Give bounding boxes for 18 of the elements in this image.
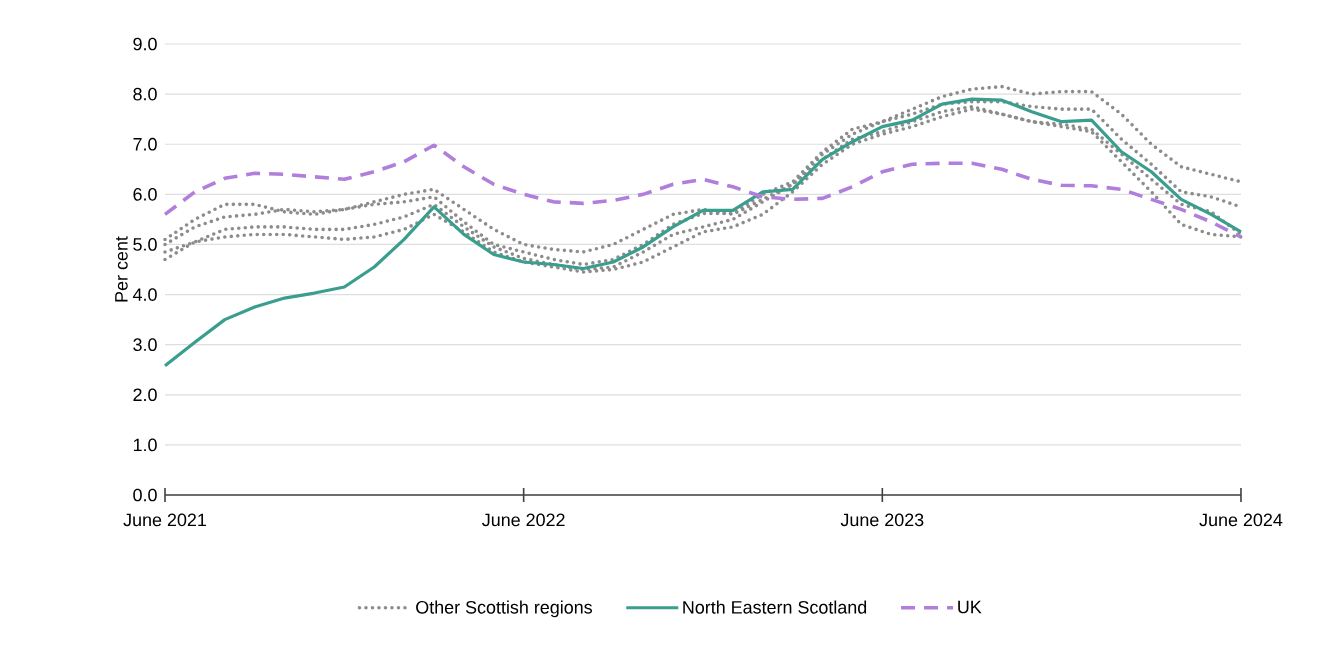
legend-label: UK: [958, 600, 982, 614]
y-tick-label: 7.0: [133, 137, 157, 151]
y-tick-label: 5.0: [133, 238, 157, 251]
x-tick-label: June 2022: [482, 513, 565, 527]
y-tick-label: 1.0: [133, 438, 157, 452]
y-tick-label: 8.0: [133, 87, 157, 101]
y-axis-title: Per cent: [115, 236, 128, 302]
y-tick-label: 4.0: [132, 288, 157, 301]
legend-label: Other Scottish regions: [416, 600, 593, 618]
y-tick-label: 2.0: [133, 388, 157, 402]
x-tick-label: June 2023: [840, 513, 924, 527]
legend-label: North Eastern Scotland: [683, 600, 867, 614]
y-tick-label: 9.0: [133, 37, 157, 51]
x-tick-label: June 2021: [123, 513, 206, 527]
x-tick-label: June 2024: [1199, 513, 1283, 527]
y-tick-label: 0.0: [133, 488, 157, 502]
y-tick-label: 3.0: [133, 338, 157, 352]
y-tick-label: 6.0: [133, 187, 157, 201]
